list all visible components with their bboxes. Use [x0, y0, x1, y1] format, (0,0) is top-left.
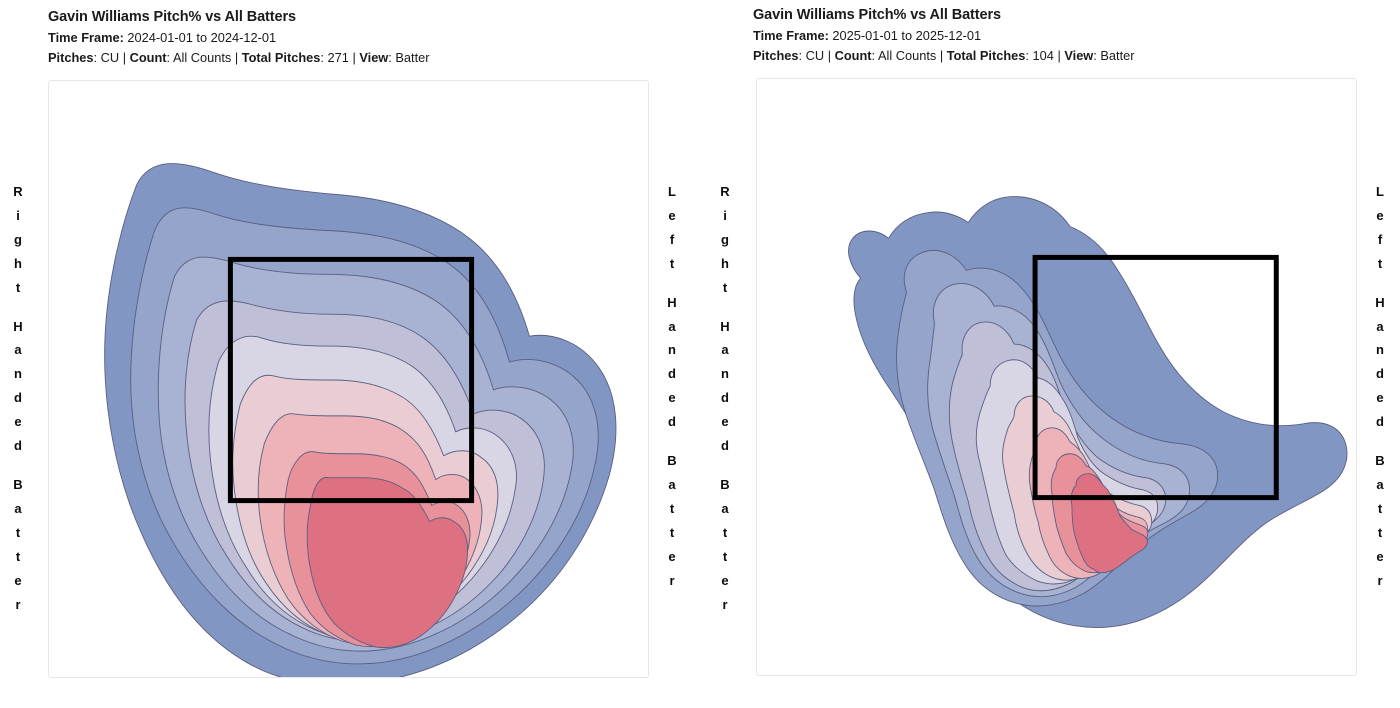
- pitches-value: : CU: [93, 50, 120, 66]
- sep-2: |: [936, 48, 947, 64]
- pitches-value: : CU: [798, 48, 825, 64]
- pitches-label: Pitches: [48, 50, 94, 66]
- time-frame-label: Time Frame:: [48, 29, 128, 45]
- time-frame-label: Time Frame:: [753, 27, 833, 43]
- panel-2025: Gavin Williams Pitch% vs All Batters Tim…: [700, 0, 1400, 708]
- meta-line: Pitches: CU | Count: All Counts | Total …: [753, 46, 1373, 66]
- strike-zone-box: [227, 256, 475, 504]
- sep-3: |: [1053, 48, 1065, 64]
- chart-title: Gavin Williams Pitch% vs All Batters: [48, 9, 296, 25]
- strike-zone-box: [1032, 254, 1279, 501]
- view-label: View: [1064, 48, 1094, 64]
- time-frame-line: Time Frame: 2025-01-01 to 2025-12-01: [753, 26, 1373, 46]
- count-label: Count: [129, 50, 167, 66]
- contour-band-9: [306, 477, 469, 649]
- count-label: Count: [834, 48, 872, 64]
- sep-1: |: [824, 48, 835, 64]
- panel-header-2024: Gavin Williams Pitch% vs All Batters Tim…: [48, 8, 668, 69]
- kde-contour-2025: [757, 79, 1356, 675]
- chart-title: Gavin Williams Pitch% vs All Batters: [753, 7, 1001, 23]
- kde-svg-2024: [104, 163, 617, 677]
- sep-2: |: [231, 50, 242, 66]
- total-pitches-value: : 271: [320, 50, 349, 66]
- time-frame-value: 2025-01-01 to 2025-12-01: [832, 27, 982, 43]
- count-value: : All Counts: [166, 50, 232, 66]
- kde-svg-2025: [848, 196, 1348, 628]
- panel-header-2025: Gavin Williams Pitch% vs All Batters Tim…: [753, 6, 1373, 67]
- pitches-label: Pitches: [753, 48, 799, 64]
- count-value: : All Counts: [871, 48, 937, 64]
- time-frame-line: Time Frame: 2024-01-01 to 2024-12-01: [48, 28, 668, 48]
- view-value: : Batter: [388, 50, 430, 66]
- view-label: View: [359, 50, 389, 66]
- view-value: : Batter: [1093, 48, 1135, 64]
- kde-contour-2024: [49, 81, 648, 677]
- sep-1: |: [119, 50, 130, 66]
- sep-3: |: [348, 50, 360, 66]
- time-frame-value: 2024-01-01 to 2024-12-01: [127, 29, 277, 45]
- total-pitches-value: : 104: [1025, 48, 1054, 64]
- total-pitches-label: Total Pitches: [241, 50, 321, 66]
- total-pitches-label: Total Pitches: [946, 48, 1026, 64]
- panel-2024: Gavin Williams Pitch% vs All Batters Tim…: [13, 8, 677, 678]
- plot-area-2024: [48, 80, 649, 678]
- plot-area-2025: [756, 78, 1357, 676]
- meta-line: Pitches: CU | Count: All Counts | Total …: [48, 48, 668, 68]
